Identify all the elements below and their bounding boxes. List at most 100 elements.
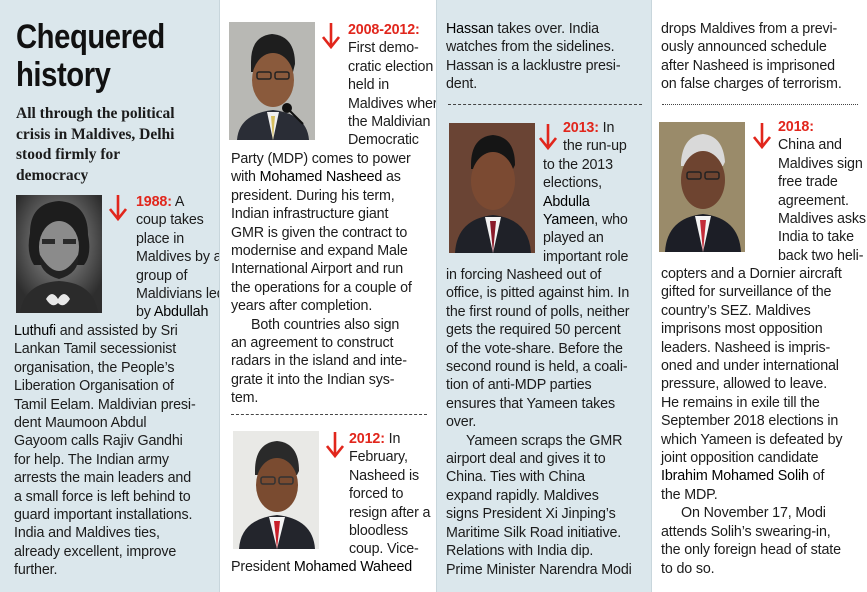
text-line: dent. bbox=[446, 76, 478, 93]
text-line: an agreement to construct bbox=[231, 335, 394, 352]
text-line: February, bbox=[349, 449, 408, 466]
text-line: elections, bbox=[543, 175, 602, 192]
year-label-2012: 2012: bbox=[349, 431, 385, 447]
text-line: of bbox=[808, 468, 825, 485]
text-line: imprisons most opposition bbox=[661, 321, 823, 338]
down-arrow-icon bbox=[539, 124, 557, 151]
column-3: Hassan takes over. India watches from th… bbox=[436, 0, 651, 592]
text-line: Prime Minister Narendra Modi bbox=[446, 561, 632, 578]
text-line: organisation, the People’s bbox=[14, 359, 175, 376]
text-line: ensures that Yameen takes bbox=[446, 395, 615, 412]
text-line: to do so. bbox=[661, 560, 715, 577]
text-line: as bbox=[382, 169, 401, 186]
person-name: Yameen bbox=[543, 212, 595, 229]
text-line: back two heli- bbox=[778, 247, 864, 264]
text-line: by bbox=[136, 304, 154, 321]
text-line: Yameen scraps the GMR bbox=[466, 432, 623, 449]
section-divider bbox=[231, 414, 427, 415]
text-line: the run-up bbox=[563, 138, 627, 155]
text-line: Hassan is a lacklustre presi- bbox=[446, 57, 621, 74]
down-arrow-icon bbox=[753, 123, 771, 150]
section-divider bbox=[448, 104, 642, 105]
portrait-abdulla-yameen bbox=[449, 123, 535, 253]
text-line: with bbox=[231, 169, 260, 186]
text-line: over. bbox=[446, 414, 477, 431]
text-line: on false charges of terrorism. bbox=[661, 76, 842, 93]
person-name: Mohamed Nasheed bbox=[259, 169, 383, 186]
text-line: of the vote-share. Before the bbox=[446, 340, 623, 357]
entry-2013-continued: drops Maldives from a previ- ously annou… bbox=[661, 20, 842, 94]
entry-2018-body: copters and a Dornier aircraft gifted fo… bbox=[661, 265, 843, 578]
text-line: Maldives asks bbox=[778, 211, 866, 228]
text-line: Maldives sign a bbox=[778, 155, 867, 172]
text-line: September 2018 elections in bbox=[661, 413, 839, 430]
text-line: radars in the island and inte- bbox=[231, 353, 407, 370]
entry-2008-body: Party (MDP) comes to power with Mohamed … bbox=[231, 150, 412, 408]
standfirst-line: All through the political bbox=[16, 105, 175, 122]
text-line: Lankan Tamil secessionist bbox=[14, 341, 177, 358]
text-line: the Maldivian bbox=[348, 114, 431, 131]
text-line: First demo- bbox=[348, 40, 419, 57]
text-line: free trade bbox=[778, 174, 838, 191]
text-line: Maldives by a bbox=[136, 249, 219, 266]
person-name: Ibrahim Mohamed Solih bbox=[661, 468, 809, 485]
text-line: He remains in exile till the bbox=[661, 394, 820, 411]
down-arrow-icon bbox=[109, 195, 127, 222]
section-divider bbox=[662, 104, 858, 105]
text-line: , who bbox=[594, 212, 628, 229]
text-line: cratic election bbox=[348, 58, 434, 75]
text-line: In bbox=[388, 431, 401, 447]
text-line: the operations for a couple of bbox=[231, 279, 412, 296]
entry-1988-top: 1988: A coup takes place in Maldives by … bbox=[136, 193, 219, 322]
text-line: the first round of polls, neither bbox=[446, 303, 630, 320]
year-label-2008-2012: 2008-2012: bbox=[348, 22, 420, 38]
person-name: Mohamed Waheed bbox=[293, 559, 413, 575]
text-line: Maritime Silk Road initiative. bbox=[446, 524, 622, 541]
entry-2012-continued: Hassan takes over. India watches from th… bbox=[446, 20, 621, 94]
text-line: modernise and expand Male bbox=[231, 243, 408, 260]
standfirst-line: crisis in Maldives, Delhi bbox=[16, 125, 175, 143]
text-line: the MDP. bbox=[661, 486, 718, 503]
text-line: ously announced schedule bbox=[661, 39, 827, 56]
text-line: tem. bbox=[231, 390, 259, 407]
entry-2018-top: 2018: China and Maldives sign a free tra… bbox=[778, 118, 867, 265]
text-line: copters and a Dornier aircraft bbox=[661, 266, 842, 282]
year-label-2018: 2018: bbox=[778, 119, 814, 135]
entry-2013-body: in forcing Nasheed out of office, is pit… bbox=[446, 266, 632, 579]
text-line: A bbox=[174, 194, 185, 210]
portrait-abdullah-luthufi bbox=[16, 195, 102, 313]
portrait-ibrahim-mohamed-solih bbox=[659, 122, 745, 252]
text-line: leaders. Nasheed is impris- bbox=[661, 339, 831, 356]
text-line: International Airport and run bbox=[231, 261, 404, 278]
text-line: India to take bbox=[778, 229, 854, 246]
text-line: drops Maldives from a previ- bbox=[661, 21, 838, 37]
text-line: gets the required 50 percent bbox=[446, 322, 621, 339]
text-line: group of bbox=[136, 267, 188, 284]
text-line: On November 17, Modi bbox=[681, 505, 826, 522]
text-line: bloodless bbox=[349, 523, 409, 540]
text-line: China and bbox=[778, 137, 842, 154]
text-line: watches from the sidelines. bbox=[446, 39, 615, 56]
year-label-1988: 1988: bbox=[136, 194, 172, 210]
text-line: years after completion. bbox=[231, 298, 373, 315]
standfirst: All through the political crisis in Mald… bbox=[16, 104, 175, 186]
column-1: Chequered history All through the politi… bbox=[0, 0, 219, 592]
text-line: important role bbox=[543, 248, 629, 265]
text-line: takes over. India bbox=[493, 21, 599, 37]
text-line: resign after a bbox=[349, 504, 431, 521]
text-line: coup. Vice- bbox=[349, 541, 419, 558]
text-line: second round is held, a coali- bbox=[446, 359, 628, 376]
portrait-mohamed-nasheed bbox=[229, 22, 315, 140]
entry-2012-body: President Mohamed Waheed bbox=[231, 558, 412, 576]
year-label-2013: 2013: bbox=[563, 120, 599, 136]
text-line: for help. The Indian army bbox=[14, 451, 169, 468]
text-line: Maldives where bbox=[348, 95, 436, 112]
text-line: In bbox=[602, 120, 615, 136]
text-line: forced to bbox=[349, 486, 404, 503]
text-line: country’s SEZ. Maldives bbox=[661, 302, 811, 319]
text-line: attends Solih’s swearing-in, bbox=[661, 523, 831, 540]
down-arrow-icon bbox=[322, 23, 340, 50]
column-2: 2008-2012: First demo- cratic election h… bbox=[219, 0, 436, 592]
headline-line-1: Chequered bbox=[16, 18, 165, 56]
